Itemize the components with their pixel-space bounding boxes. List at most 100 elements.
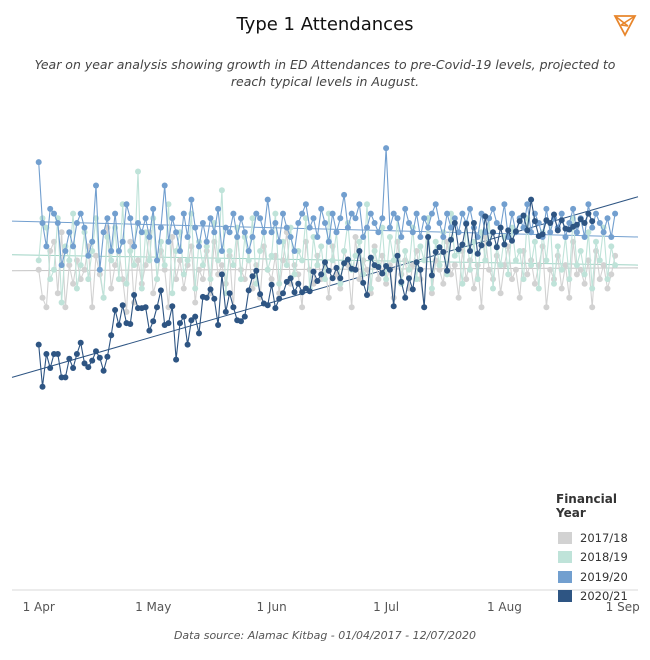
- data-point[interactable]: [325, 267, 332, 274]
- data-point[interactable]: [112, 307, 119, 313]
- data-point[interactable]: [318, 205, 325, 212]
- data-point[interactable]: [165, 320, 172, 327]
- data-point[interactable]: [123, 280, 130, 287]
- data-point[interactable]: [516, 294, 523, 301]
- data-point[interactable]: [100, 229, 107, 236]
- data-point[interactable]: [478, 304, 485, 311]
- data-point[interactable]: [222, 308, 229, 315]
- data-point[interactable]: [440, 234, 447, 240]
- data-point[interactable]: [169, 234, 176, 240]
- data-point[interactable]: [77, 210, 84, 217]
- data-point[interactable]: [432, 238, 439, 245]
- data-point[interactable]: [371, 243, 378, 250]
- data-point[interactable]: [451, 215, 458, 222]
- data-point[interactable]: [218, 262, 225, 269]
- data-point[interactable]: [367, 285, 374, 292]
- data-point[interactable]: [581, 271, 588, 278]
- data-point[interactable]: [432, 249, 439, 255]
- data-point[interactable]: [364, 224, 370, 231]
- data-point[interactable]: [417, 234, 424, 240]
- data-point[interactable]: [268, 229, 275, 236]
- data-point[interactable]: [600, 262, 607, 269]
- data-point[interactable]: [138, 285, 145, 292]
- data-point[interactable]: [253, 267, 260, 274]
- data-point[interactable]: [241, 229, 248, 236]
- data-point[interactable]: [352, 234, 359, 240]
- data-point[interactable]: [47, 365, 54, 371]
- data-point[interactable]: [215, 205, 222, 212]
- data-point[interactable]: [333, 229, 340, 236]
- data-point[interactable]: [463, 220, 470, 227]
- data-point[interactable]: [215, 322, 222, 328]
- data-point[interactable]: [180, 285, 187, 292]
- data-point[interactable]: [386, 266, 393, 273]
- data-point[interactable]: [58, 262, 65, 269]
- data-point[interactable]: [539, 231, 546, 238]
- data-point[interactable]: [62, 374, 69, 381]
- data-point[interactable]: [264, 302, 271, 309]
- data-point[interactable]: [409, 286, 416, 293]
- data-point[interactable]: [199, 276, 206, 283]
- data-point[interactable]: [245, 287, 252, 294]
- data-point[interactable]: [207, 276, 214, 283]
- data-point[interactable]: [318, 271, 325, 278]
- data-point[interactable]: [85, 364, 92, 371]
- data-point[interactable]: [35, 266, 42, 273]
- data-point[interactable]: [543, 257, 550, 264]
- data-point[interactable]: [356, 238, 363, 245]
- data-point[interactable]: [276, 238, 283, 245]
- data-point[interactable]: [184, 341, 191, 348]
- data-point[interactable]: [257, 291, 264, 298]
- data-point[interactable]: [535, 285, 542, 292]
- data-point[interactable]: [238, 215, 244, 222]
- data-point[interactable]: [150, 205, 157, 212]
- data-point[interactable]: [192, 285, 199, 292]
- data-point[interactable]: [322, 259, 328, 266]
- data-point[interactable]: [459, 210, 466, 217]
- data-point[interactable]: [127, 248, 134, 254]
- data-point[interactable]: [512, 228, 519, 235]
- data-point[interactable]: [589, 304, 596, 311]
- data-point[interactable]: [356, 248, 363, 254]
- data-point[interactable]: [104, 215, 111, 222]
- data-point[interactable]: [165, 238, 172, 245]
- data-point[interactable]: [100, 294, 107, 301]
- data-point[interactable]: [524, 227, 531, 234]
- data-point[interactable]: [73, 257, 80, 264]
- data-point[interactable]: [379, 270, 386, 277]
- data-point[interactable]: [596, 257, 603, 264]
- data-point[interactable]: [215, 257, 222, 264]
- data-point[interactable]: [154, 257, 160, 264]
- data-point[interactable]: [474, 250, 481, 257]
- data-point[interactable]: [409, 229, 416, 236]
- data-point[interactable]: [505, 271, 512, 278]
- data-point[interactable]: [180, 210, 187, 217]
- data-point[interactable]: [593, 238, 599, 245]
- data-point[interactable]: [93, 252, 99, 259]
- data-point[interactable]: [406, 275, 412, 282]
- data-point[interactable]: [352, 215, 359, 222]
- data-point[interactable]: [379, 215, 386, 222]
- data-point[interactable]: [390, 210, 397, 217]
- data-point[interactable]: [551, 280, 557, 287]
- data-point[interactable]: [173, 356, 180, 363]
- data-point[interactable]: [337, 280, 344, 287]
- data-point[interactable]: [608, 243, 615, 250]
- data-point[interactable]: [528, 262, 535, 269]
- data-point[interactable]: [318, 243, 325, 250]
- data-point[interactable]: [573, 221, 580, 228]
- data-point[interactable]: [100, 367, 107, 374]
- data-point[interactable]: [604, 215, 611, 222]
- data-point[interactable]: [138, 229, 145, 236]
- data-point[interactable]: [165, 201, 172, 208]
- data-point[interactable]: [222, 224, 229, 231]
- data-point[interactable]: [593, 210, 599, 217]
- data-point[interactable]: [146, 234, 153, 240]
- data-point[interactable]: [188, 317, 195, 324]
- data-point[interactable]: [558, 266, 565, 273]
- data-point[interactable]: [490, 205, 496, 212]
- data-point[interactable]: [463, 276, 470, 283]
- data-point[interactable]: [348, 210, 355, 217]
- data-point[interactable]: [51, 266, 57, 273]
- data-point[interactable]: [543, 304, 550, 311]
